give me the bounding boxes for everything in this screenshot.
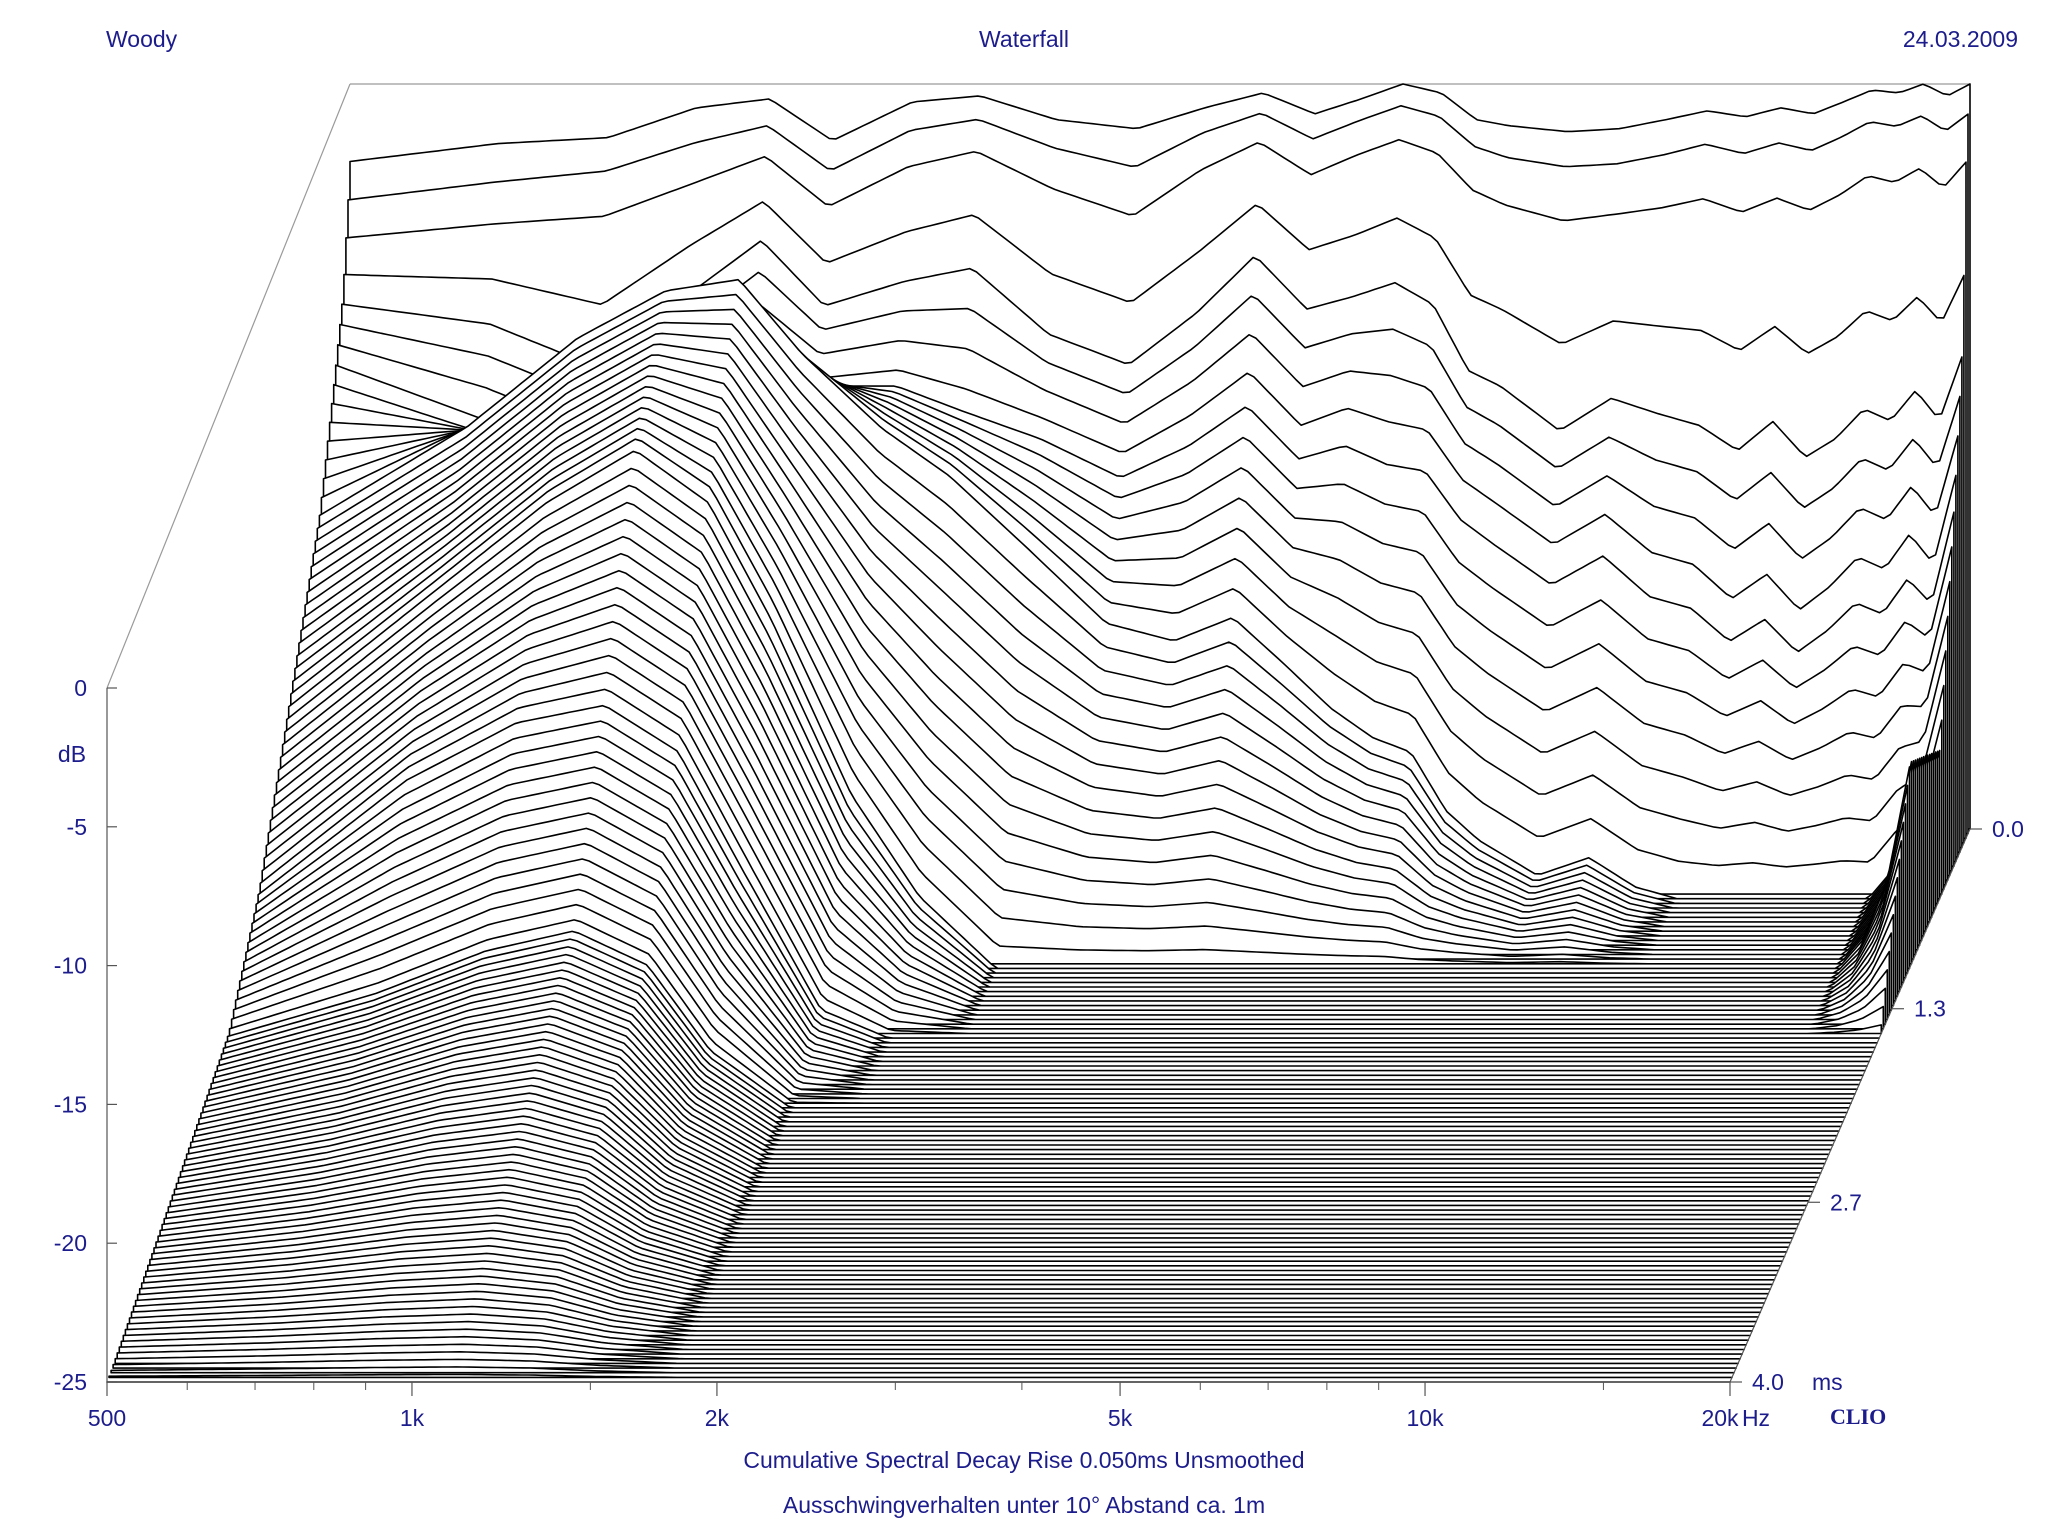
x-tick-label: 2k (705, 1405, 730, 1431)
y-tick-label: -20 (54, 1230, 87, 1256)
caption-line-1: Cumulative Spectral Decay Rise 0.050ms U… (743, 1447, 1305, 1473)
time-tick-label: 4.0 (1752, 1369, 1784, 1395)
time-axis-line (1729, 828, 1971, 1383)
y-tick-label: -25 (54, 1369, 87, 1395)
y-axis-label: dB (58, 741, 86, 767)
decay-slice (110, 1366, 1735, 1374)
decay-slice (108, 1373, 1733, 1379)
header-date: 24.03.2009 (1902, 26, 2018, 52)
y-tick-label: 0 (74, 675, 87, 701)
chart-axes: 0 -5 -10 -15 -20 -25 dB 500 1k 2k 5k 10k 20k Hz 0.0 1.3… (54, 675, 2024, 1431)
caption-line-2: Ausschwingverhalten unter 10° Abstand ca… (782, 1492, 1266, 1518)
decay-slice (112, 1358, 1737, 1369)
chart-title: Waterfall (979, 26, 1069, 52)
chart-frame (106, 83, 1970, 689)
x-tick-label: 500 (88, 1405, 126, 1431)
x-unit-label: Hz (1742, 1405, 1770, 1431)
clio-brand-label: CLIO (1830, 1404, 1886, 1429)
y-tick-label: -15 (54, 1091, 87, 1117)
header-left-label: Woody (106, 26, 178, 52)
left-guide-line (106, 83, 351, 689)
time-tick-label: 1.3 (1914, 996, 1946, 1022)
x-tick-label: 1k (400, 1405, 425, 1431)
y-tick-label: -5 (67, 814, 87, 840)
x-tick-label: 20k (1701, 1405, 1739, 1431)
decay-slices (106, 83, 1971, 1383)
time-tick-label: 0.0 (1992, 816, 2024, 842)
time-tick-label: 2.7 (1830, 1189, 1862, 1215)
x-tick-label: 10k (1406, 1405, 1444, 1431)
time-unit-label: ms (1812, 1369, 1843, 1395)
y-tick-label: -10 (54, 953, 87, 979)
x-tick-label: 5k (1108, 1405, 1133, 1431)
